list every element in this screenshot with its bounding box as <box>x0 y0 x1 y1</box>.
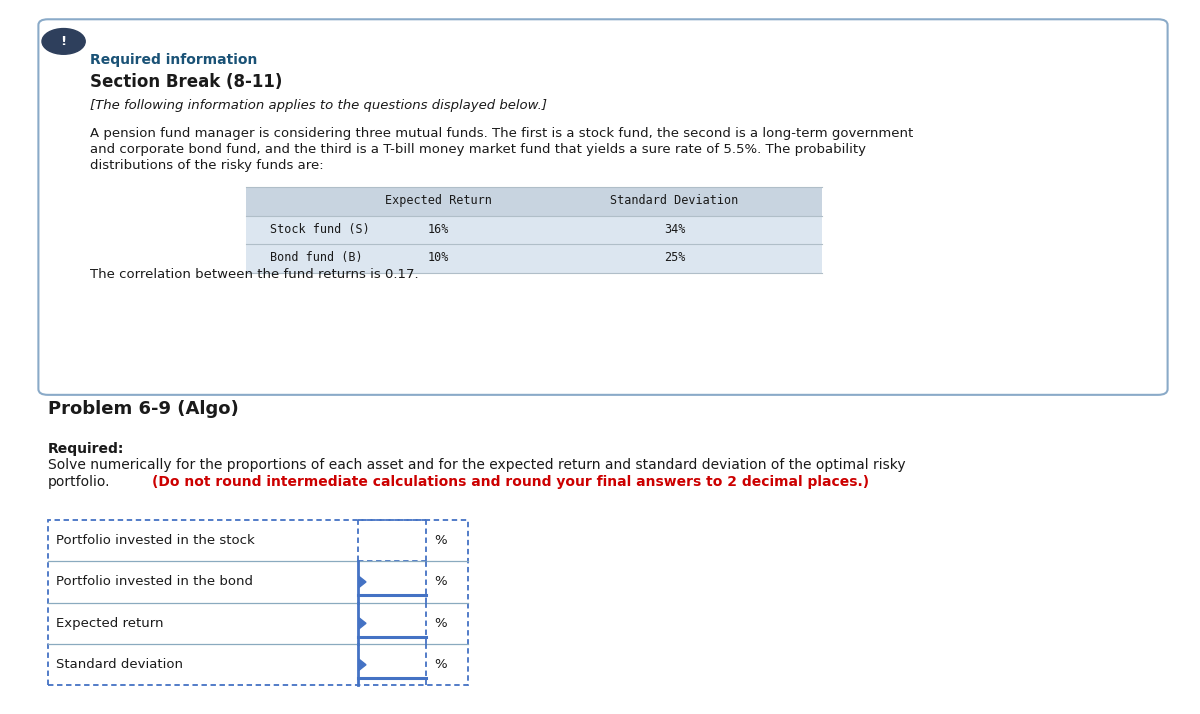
Text: Expected Return: Expected Return <box>384 194 492 207</box>
Text: (Do not round intermediate calculations and round your final answers to 2 decima: (Do not round intermediate calculations … <box>152 475 870 488</box>
Text: Expected return: Expected return <box>56 617 164 630</box>
Text: Problem 6-9 (Algo): Problem 6-9 (Algo) <box>48 400 239 418</box>
Text: Required information: Required information <box>90 54 257 67</box>
Text: A pension fund manager is considering three mutual funds. The first is a stock f: A pension fund manager is considering th… <box>90 127 913 140</box>
Text: 16%: 16% <box>427 223 449 236</box>
Text: !: ! <box>60 35 67 48</box>
Text: Required:: Required: <box>48 443 125 456</box>
Text: Standard Deviation: Standard Deviation <box>611 194 738 207</box>
Text: Portfolio invested in the stock: Portfolio invested in the stock <box>56 534 256 547</box>
Text: distributions of the risky funds are:: distributions of the risky funds are: <box>90 159 324 171</box>
Text: Portfolio invested in the bond: Portfolio invested in the bond <box>56 575 253 588</box>
Text: %: % <box>434 658 448 671</box>
Text: Bond fund (B): Bond fund (B) <box>270 251 362 264</box>
Text: Solve numerically for the proportions of each asset and for the expected return : Solve numerically for the proportions of… <box>48 458 906 472</box>
Text: Stock fund (S): Stock fund (S) <box>270 223 370 236</box>
Text: 10%: 10% <box>427 251 449 264</box>
Text: portfolio.: portfolio. <box>48 475 110 488</box>
Text: 25%: 25% <box>664 251 685 264</box>
Text: [The following information applies to the questions displayed below.]: [The following information applies to th… <box>90 99 547 111</box>
Text: Standard deviation: Standard deviation <box>56 658 184 671</box>
Text: The correlation between the fund returns is 0.17.: The correlation between the fund returns… <box>90 268 419 281</box>
Text: %: % <box>434 575 448 588</box>
Text: %: % <box>434 534 448 547</box>
Text: 34%: 34% <box>664 223 685 236</box>
Text: Section Break (8-11): Section Break (8-11) <box>90 73 282 91</box>
Text: %: % <box>434 617 448 630</box>
Text: and corporate bond fund, and the third is a T-bill money market fund that yields: and corporate bond fund, and the third i… <box>90 143 866 156</box>
